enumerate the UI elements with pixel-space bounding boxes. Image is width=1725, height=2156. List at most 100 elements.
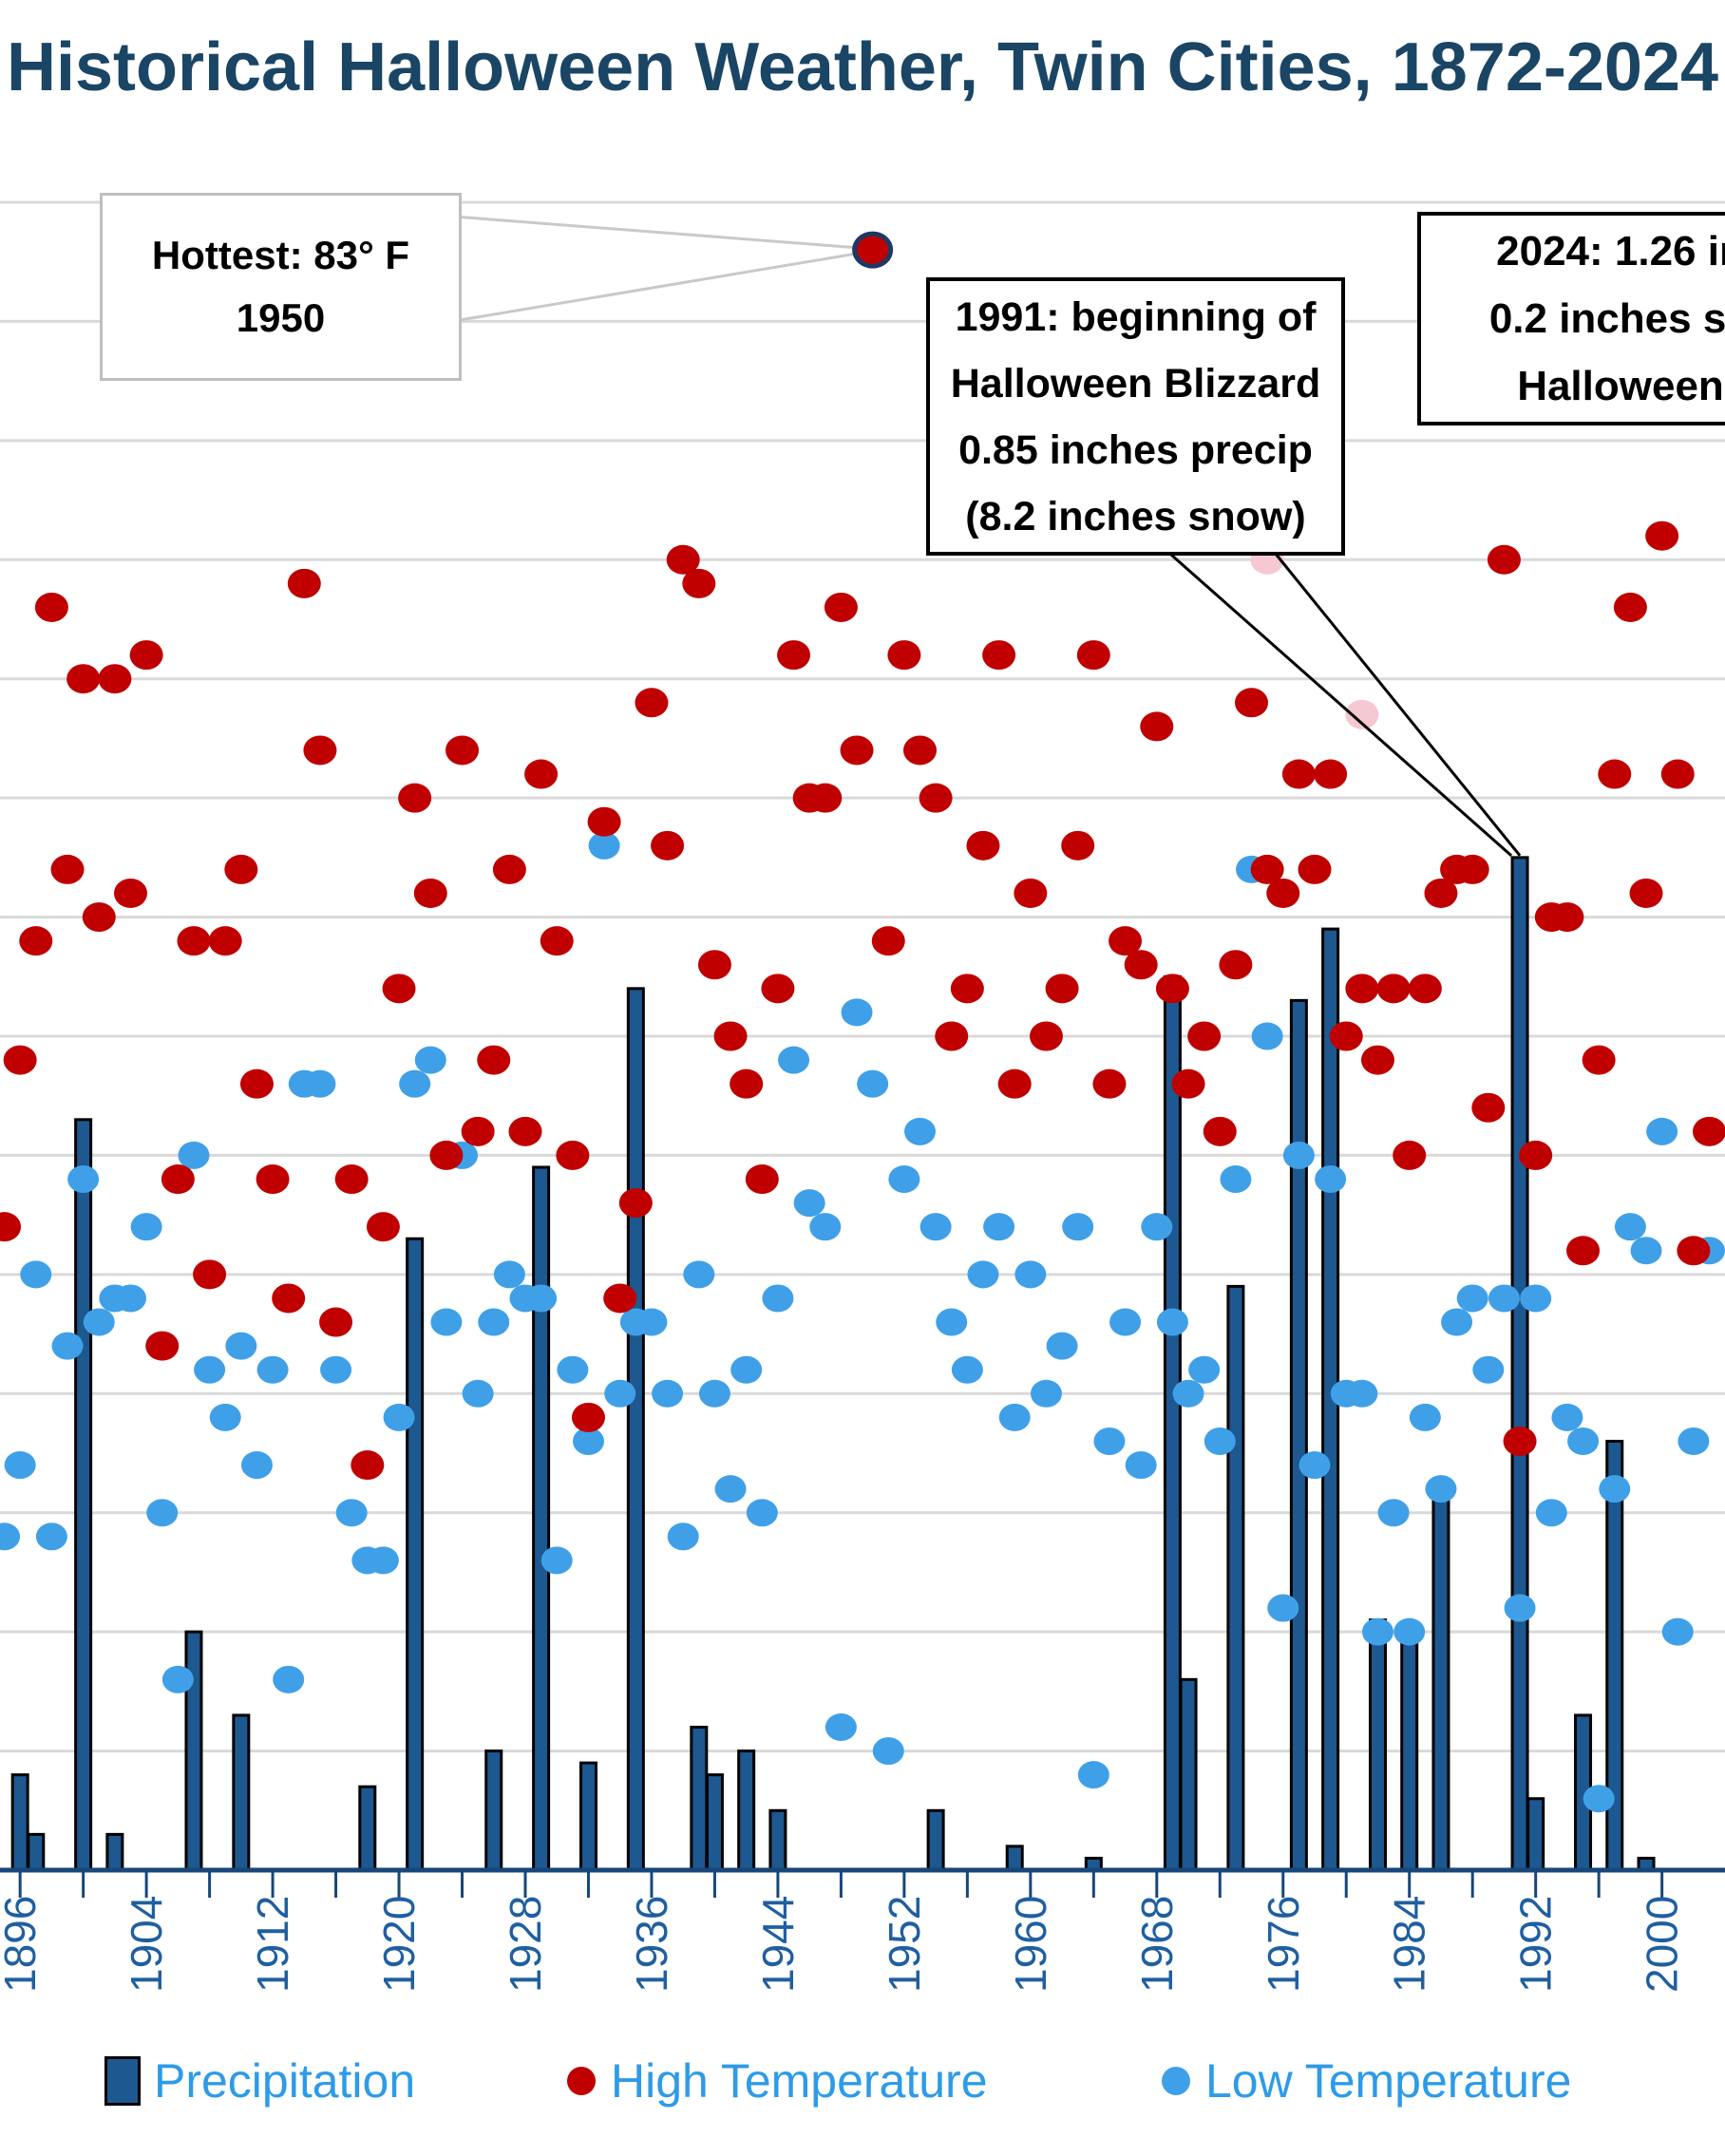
- precipitation-bar: [578, 1761, 597, 1872]
- low-temp-dot: [67, 1165, 100, 1194]
- high-temp-dot: [1298, 854, 1332, 884]
- precipitation-bar: [705, 1773, 724, 1872]
- high-temp-dot: [903, 735, 937, 766]
- low-temp-dot: [730, 1355, 763, 1384]
- low-temp-dot: [667, 1522, 699, 1551]
- low-temp-dot: [194, 1355, 226, 1384]
- low-temp-dot: [793, 1189, 825, 1218]
- low-temp-dot: [1678, 1427, 1710, 1455]
- high-temp-dot: [161, 1164, 195, 1195]
- low-temp-dot: [1504, 1594, 1536, 1622]
- low-temp-dot: [698, 1379, 730, 1408]
- page-title: Historical Halloween Weather, Twin Citie…: [6, 29, 1719, 105]
- low-temp-dot: [178, 1141, 210, 1169]
- high-temp-dot: [1677, 1236, 1711, 1266]
- high-temp-dot: [1092, 1069, 1127, 1099]
- high-temp-dot: [571, 1402, 605, 1432]
- hottest-callout-line: [453, 251, 862, 323]
- high-temp-dot: [272, 1283, 306, 1314]
- low-temp-dot: [130, 1213, 162, 1241]
- legend-item-low-temperature: Low Temperature: [1162, 2053, 1571, 2109]
- high-temp-dot: [114, 878, 147, 908]
- x-axis-label: 1904: [122, 1896, 171, 1993]
- low-temp-dot: [1093, 1427, 1126, 1455]
- precipitation-bar-swatch-icon: [104, 2056, 141, 2106]
- low-temp-dot: [462, 1379, 494, 1408]
- high-temp-dot: [429, 1140, 464, 1170]
- low-temp-dot: [904, 1117, 936, 1145]
- high-temp-dot: [666, 544, 700, 575]
- annotation-hottest-line1: Hottest: 83° F: [151, 233, 410, 277]
- high-temp-dot: [935, 1021, 969, 1051]
- precipitation-bar: [1510, 856, 1529, 1872]
- low-temp-dot: [256, 1355, 289, 1384]
- precipitation-bar: [1289, 998, 1308, 1872]
- high-temp-dot: [508, 1116, 542, 1146]
- x-axis-label: 1968: [1132, 1896, 1182, 1993]
- low-temp-dot: [652, 1379, 684, 1408]
- high-temp-dot: [651, 830, 685, 861]
- low-temp-dot: [1377, 1499, 1410, 1527]
- low-temp-dot: [841, 998, 873, 1027]
- low-temp-dot: [1520, 1284, 1552, 1313]
- low-temp-dot: [335, 1499, 368, 1527]
- high-temp-dot: [3, 1045, 37, 1075]
- precipitation-bar: [1226, 1284, 1245, 1872]
- precipitation-bar: [232, 1713, 251, 1872]
- low-temp-dot: [1393, 1617, 1426, 1646]
- high-temp-dot: [1582, 1045, 1616, 1075]
- high-temp-dot: [145, 1331, 180, 1361]
- precipitation-bar: [532, 1165, 551, 1872]
- low-temp-dot: [161, 1665, 194, 1693]
- low-temp-dot: [1567, 1427, 1600, 1455]
- low-temp-dot: [399, 1069, 431, 1098]
- low-temp-dot: [936, 1308, 968, 1336]
- high-temp-dot: [445, 735, 480, 766]
- precipitation-bar: [10, 1773, 29, 1872]
- low-temp-dot: [1346, 1379, 1378, 1408]
- precipitation-bar: [1431, 1487, 1450, 1872]
- low-temp-dot: [778, 1046, 810, 1074]
- low-temp-dot: [414, 1046, 446, 1074]
- high-temp-dot: [777, 640, 811, 671]
- high-temp-dot: [919, 783, 953, 813]
- precipitation-bar: [690, 1725, 709, 1872]
- high-temp-dot: [1203, 1116, 1237, 1146]
- low-temp-dot: [1220, 1165, 1252, 1194]
- legend-label-precipitation: Precipitation: [154, 2054, 416, 2108]
- low-temp-dot: [1109, 1308, 1142, 1336]
- low-temp-dot: [525, 1284, 558, 1313]
- high-temp-dot: [524, 759, 559, 789]
- high-temp-dot: [556, 1140, 590, 1170]
- precipitation-bar: [358, 1785, 377, 1872]
- low-temp-dot: [919, 1213, 952, 1241]
- low-temp-dot: [572, 1427, 604, 1455]
- low-temp-dot: [478, 1308, 510, 1336]
- x-axis-label: 1944: [753, 1896, 803, 1993]
- annotation-2024-line1: 2024: 1.26 in: [1496, 228, 1725, 274]
- low-temp-dot: [1361, 1617, 1393, 1646]
- low-temp-dot: [1456, 1284, 1488, 1313]
- low-temp-dot: [430, 1308, 463, 1336]
- high-temp-dot: [1329, 1021, 1363, 1051]
- precipitation-bar: [406, 1237, 425, 1872]
- low-temp-dot: [1661, 1617, 1694, 1646]
- high-temp-dot: [1140, 711, 1174, 742]
- annotation-blizzard-line2: Halloween Blizzard: [950, 360, 1321, 407]
- precipitation-bar: [1163, 974, 1182, 1872]
- annotation-2024-line2: 0.2 inches sn: [1488, 295, 1725, 342]
- low-temp-dot: [1441, 1308, 1473, 1336]
- high-temp-dot: [1155, 974, 1189, 1004]
- high-temp-dot: [1487, 544, 1521, 575]
- low-temp-dot: [1298, 1451, 1331, 1480]
- annotation-2024-box: 2024: 1.26 in 0.2 inches sn Halloween: [1417, 212, 1725, 426]
- hottest-record-dot: [852, 231, 894, 269]
- low-temp-dot: [1472, 1355, 1505, 1384]
- high-temp-dot: [997, 1069, 1032, 1099]
- low-temp-dot: [1251, 1022, 1283, 1050]
- low-temp-dot: [1030, 1379, 1062, 1408]
- low-temp-dot: [1267, 1594, 1299, 1622]
- high-temp-dot: [382, 974, 416, 1004]
- high-temp-dot: [1124, 950, 1158, 980]
